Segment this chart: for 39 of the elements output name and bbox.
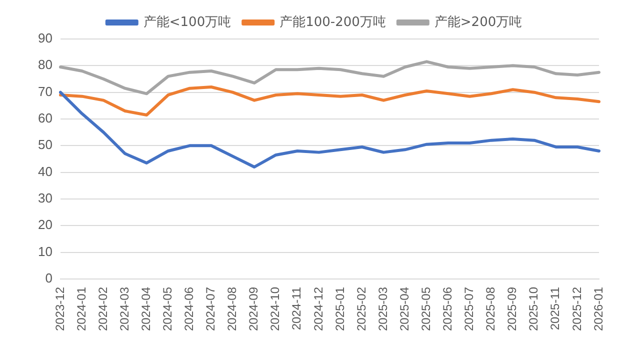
y-tick-label: 60 bbox=[38, 110, 52, 126]
x-tick-label: 2025-11 bbox=[548, 286, 562, 330]
x-tick-label: 2025-05 bbox=[418, 286, 433, 332]
y-tick-label: 90 bbox=[38, 30, 52, 46]
x-tick-label: 2025-08 bbox=[484, 286, 498, 332]
y-tick-label: 70 bbox=[38, 84, 52, 99]
x-tick-label: 2025-03 bbox=[376, 286, 390, 332]
y-tick-label: 50 bbox=[38, 137, 52, 152]
x-tick-label: 2025-12 bbox=[570, 286, 584, 332]
x-tick-label: 2024-07 bbox=[204, 286, 218, 332]
x-tick-label: 2024-10 bbox=[268, 286, 282, 332]
x-tick-label: 2024-01 bbox=[74, 286, 88, 332]
x-tick-label: 2024-06 bbox=[182, 286, 196, 332]
x-tick-label: 2024-08 bbox=[225, 286, 240, 332]
x-tick-label: 2025-01 bbox=[332, 286, 347, 332]
x-tick-label: 2025-04 bbox=[397, 286, 412, 332]
x-tick-label: 2025-09 bbox=[505, 286, 520, 332]
x-tick-label: 2024-03 bbox=[117, 286, 132, 332]
x-tick-label: 2025-02 bbox=[354, 286, 368, 332]
y-tick-label: 40 bbox=[38, 164, 52, 179]
x-tick-label: 2023-12 bbox=[52, 286, 67, 332]
legend-label: 产能<100万吨 bbox=[143, 14, 232, 30]
x-tick-label: 2024-05 bbox=[160, 286, 174, 332]
y-tick-label: 20 bbox=[38, 217, 52, 232]
x-tick-label: 2024-04 bbox=[138, 286, 153, 332]
legend-label: 产能>200万吨 bbox=[434, 14, 522, 30]
y-tick-label: 0 bbox=[45, 270, 52, 286]
x-tick-label: 2025-06 bbox=[440, 286, 455, 332]
x-tick-label: 2024-09 bbox=[246, 286, 261, 332]
x-tick-label: 2026-01 bbox=[591, 286, 606, 332]
y-tick-label: 30 bbox=[38, 190, 52, 206]
x-tick-label: 2024-02 bbox=[96, 286, 110, 332]
legend-label: 产能100-200万吨 bbox=[280, 14, 386, 30]
y-tick-label: 80 bbox=[38, 57, 52, 72]
x-tick-label: 2024-12 bbox=[311, 286, 326, 332]
x-tick-label: 2024-11 bbox=[290, 286, 304, 330]
x-tick-label: 2025-07 bbox=[462, 286, 476, 332]
y-tick-label: 10 bbox=[38, 244, 52, 259]
x-tick-label: 2025-10 bbox=[526, 286, 541, 332]
